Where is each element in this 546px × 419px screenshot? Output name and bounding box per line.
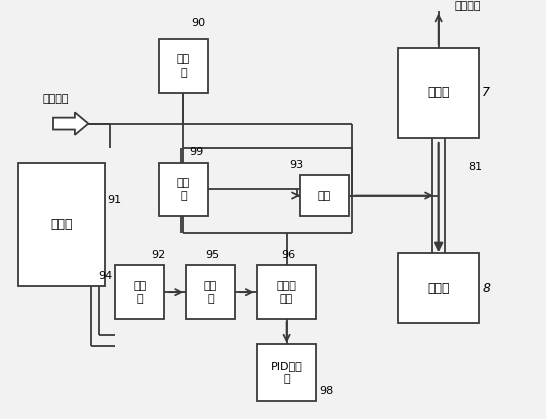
- Bar: [159, 39, 208, 93]
- Text: 90: 90: [192, 18, 206, 28]
- Text: 存储罐: 存储罐: [50, 218, 73, 231]
- Text: 喷嘴
阀: 喷嘴 阀: [177, 178, 190, 201]
- Bar: [115, 266, 164, 319]
- Text: 反应器: 反应器: [428, 86, 450, 99]
- Bar: [257, 344, 317, 401]
- Text: 93: 93: [289, 160, 304, 170]
- Text: 94: 94: [98, 271, 113, 281]
- Text: 98: 98: [319, 386, 334, 396]
- Text: 柴油机: 柴油机: [428, 282, 450, 295]
- Bar: [398, 253, 479, 323]
- Text: 清洗
阀: 清洗 阀: [177, 54, 190, 78]
- Bar: [398, 47, 479, 138]
- Text: 流量
计: 流量 计: [204, 281, 217, 304]
- Polygon shape: [53, 112, 88, 135]
- Text: 压缩空气: 压缩空气: [42, 94, 69, 104]
- Text: 7: 7: [482, 86, 490, 99]
- Text: 99: 99: [189, 147, 203, 158]
- Text: PID控制
器: PID控制 器: [271, 361, 302, 384]
- Text: 流量比
例阀: 流量比 例阀: [277, 281, 296, 304]
- Bar: [186, 266, 235, 319]
- Text: 95: 95: [205, 250, 219, 260]
- Bar: [17, 163, 105, 286]
- Bar: [257, 266, 317, 319]
- Text: 8: 8: [482, 282, 490, 295]
- Text: 喷嘴: 喷嘴: [318, 191, 331, 201]
- Text: 92: 92: [151, 250, 165, 260]
- Text: 81: 81: [468, 162, 483, 172]
- Text: 96: 96: [281, 250, 295, 260]
- Text: 91: 91: [108, 195, 121, 204]
- Bar: [159, 163, 208, 216]
- Text: 氮氧化物: 氮氧化物: [455, 1, 482, 11]
- Bar: [300, 175, 349, 216]
- Text: 离心
泵: 离心 泵: [133, 281, 146, 304]
